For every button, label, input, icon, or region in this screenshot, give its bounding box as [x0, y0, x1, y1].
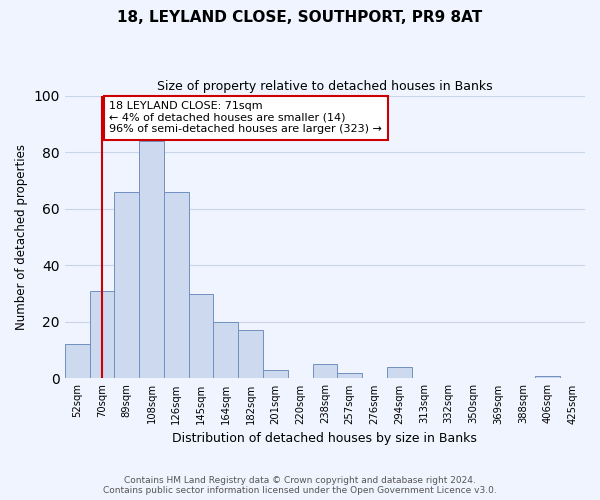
- Bar: [188, 294, 214, 378]
- Bar: [164, 192, 188, 378]
- Bar: [535, 376, 560, 378]
- Bar: [263, 370, 288, 378]
- Title: Size of property relative to detached houses in Banks: Size of property relative to detached ho…: [157, 80, 493, 93]
- Y-axis label: Number of detached properties: Number of detached properties: [15, 144, 28, 330]
- Bar: [387, 367, 412, 378]
- Bar: [115, 192, 139, 378]
- Bar: [214, 322, 238, 378]
- Bar: [89, 290, 115, 378]
- X-axis label: Distribution of detached houses by size in Banks: Distribution of detached houses by size …: [172, 432, 478, 445]
- Text: 18 LEYLAND CLOSE: 71sqm
← 4% of detached houses are smaller (14)
96% of semi-det: 18 LEYLAND CLOSE: 71sqm ← 4% of detached…: [109, 101, 382, 134]
- Bar: [139, 141, 164, 378]
- Bar: [238, 330, 263, 378]
- Text: Contains HM Land Registry data © Crown copyright and database right 2024.
Contai: Contains HM Land Registry data © Crown c…: [103, 476, 497, 495]
- Bar: [337, 373, 362, 378]
- Bar: [65, 344, 89, 378]
- Bar: [313, 364, 337, 378]
- Text: 18, LEYLAND CLOSE, SOUTHPORT, PR9 8AT: 18, LEYLAND CLOSE, SOUTHPORT, PR9 8AT: [118, 10, 482, 25]
